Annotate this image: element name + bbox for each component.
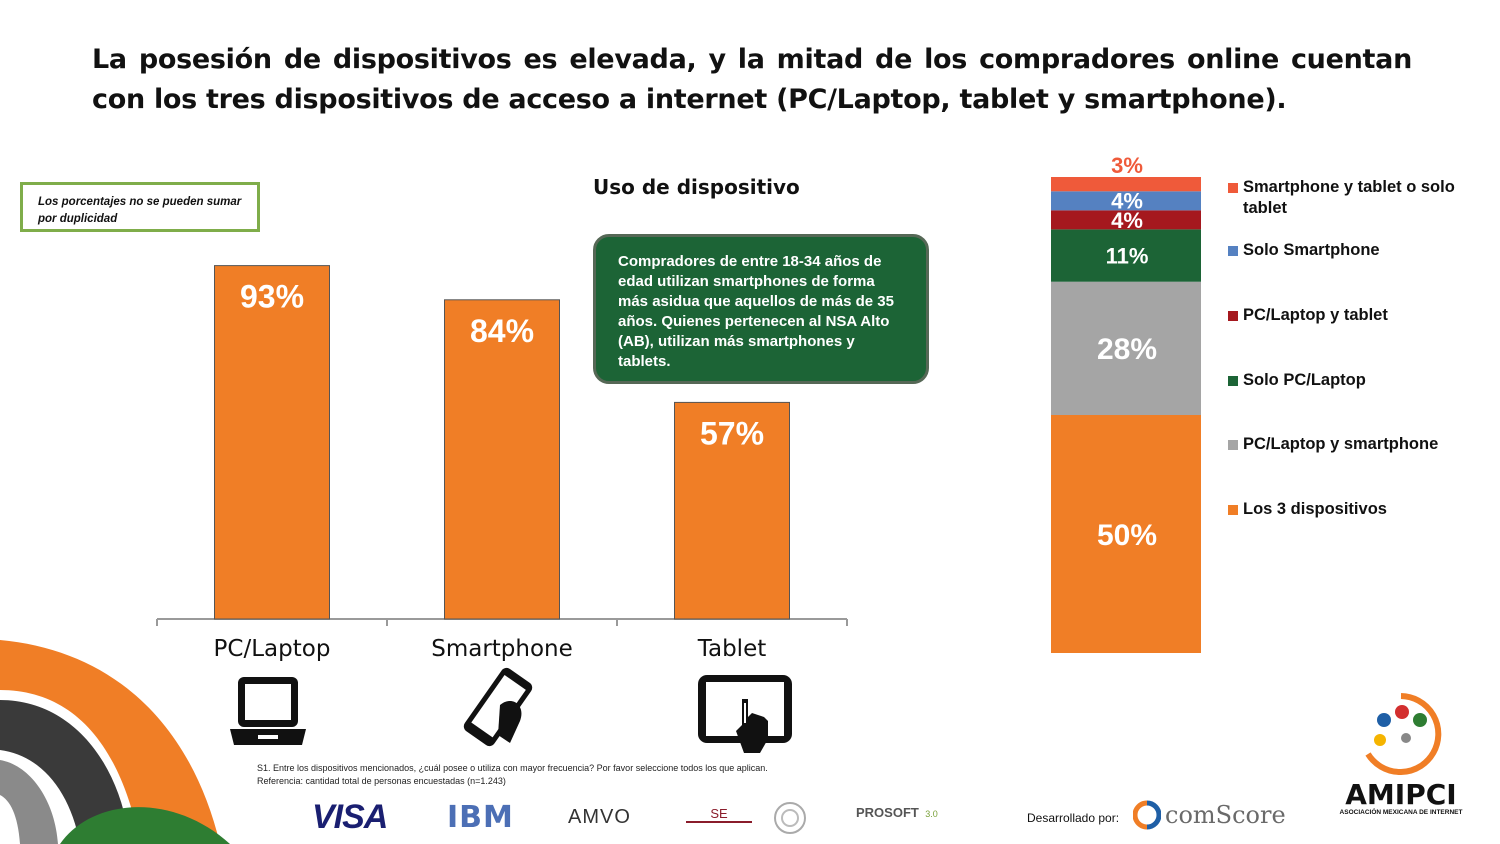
amipci-logo: AMIPCI ASOCIACIÓN MEXICANA DE INTERNET: [1336, 690, 1466, 816]
bar-value-label: 84%: [470, 313, 534, 349]
comscore-logo: comScore: [1133, 800, 1286, 830]
stack-value-label: 4%: [1111, 208, 1143, 233]
stack-segment: [1051, 415, 1201, 653]
stack-segment: [1051, 229, 1201, 282]
legend-item: Los 3 dispositivos: [1228, 499, 1493, 520]
bar-pclaptop: [214, 265, 330, 620]
legend-label: Smartphone y tablet o solo tablet: [1243, 178, 1455, 217]
seal-icon: [770, 800, 810, 841]
stack-value-label: 4%: [1111, 189, 1143, 214]
stack-segment: [1051, 177, 1201, 192]
laptop-icon: [228, 675, 308, 752]
legend-swatch: [1228, 505, 1238, 515]
prosoft-logo: PROSOFT 3.0: [856, 804, 938, 822]
legend-swatch: [1228, 246, 1238, 256]
bar-value-label: 57%: [700, 415, 764, 451]
legend-item: Smartphone y tablet o solo tablet: [1228, 177, 1493, 219]
bar-value-label: 93%: [240, 279, 304, 315]
smartphone-icon: [460, 665, 536, 754]
amvo-logo: AMVO: [568, 806, 631, 828]
comscore-icon: [1133, 800, 1161, 830]
category-label: Tablet: [697, 636, 767, 662]
legend-label: PC/Laptop y tablet: [1243, 306, 1388, 324]
legend-swatch: [1228, 183, 1238, 193]
legend-swatch: [1228, 440, 1238, 450]
stack-value-label: 3%: [1111, 153, 1143, 178]
bar-smartphone: [444, 299, 560, 620]
bar-tablet: [674, 401, 790, 620]
callout-box: Compradores de entre 18-34 años de edad …: [593, 234, 929, 384]
legend-item: Solo PC/Laptop: [1228, 370, 1493, 391]
note-box: Los porcentajes no se pueden sumar por d…: [20, 182, 260, 232]
prosoft-label: PROSOFT: [856, 805, 919, 820]
category-label: Smartphone: [431, 636, 573, 662]
chart-title: Uso de dispositivo: [593, 175, 800, 199]
stack-segment: [1051, 210, 1201, 230]
decorative-swoosh: [0, 640, 230, 844]
stack-value-label: 50%: [1097, 519, 1157, 552]
legend-swatch: [1228, 311, 1238, 321]
stack-segment: [1051, 281, 1201, 415]
visa-logo: VISA: [312, 798, 388, 836]
stack-value-label: 28%: [1097, 333, 1157, 366]
developed-by-label: Desarrollado por:: [1027, 811, 1120, 825]
amipci-label: AMIPCI: [1345, 778, 1457, 811]
prosoft-version: 3.0: [925, 809, 938, 819]
legend-label: PC/Laptop y smartphone: [1243, 435, 1439, 453]
stack-segment: [1051, 191, 1201, 211]
footnote-line-2: Referencia: cantidad total de personas e…: [257, 776, 506, 786]
comscore-label: comScore: [1165, 801, 1286, 829]
legend-label: Solo PC/Laptop: [1243, 371, 1366, 389]
tablet-icon: [696, 673, 794, 760]
amipci-emblem-icon: [1365, 693, 1442, 775]
legend-swatch: [1228, 376, 1238, 386]
footnote-line-1: S1. Entre los dispositivos mencionados, …: [257, 763, 768, 773]
stack-value-label: 11%: [1106, 243, 1149, 268]
page-title: La posesión de dispositivos es elevada, …: [92, 44, 1412, 115]
legend-item: PC/Laptop y tablet: [1228, 305, 1493, 326]
legend-item: PC/Laptop y smartphone: [1228, 434, 1493, 455]
category-label: PC/Laptop: [214, 636, 331, 662]
legend-label: Solo Smartphone: [1243, 241, 1380, 259]
legend-item: Solo Smartphone: [1228, 240, 1493, 261]
footnote: S1. Entre los dispositivos mencionados, …: [257, 762, 768, 788]
legend-label: Los 3 dispositivos: [1243, 500, 1387, 518]
ibm-logo: IBM: [447, 800, 514, 835]
amipci-sublabel: ASOCIACIÓN MEXICANA DE INTERNET: [1339, 809, 1463, 816]
se-logo: SE: [686, 806, 752, 823]
